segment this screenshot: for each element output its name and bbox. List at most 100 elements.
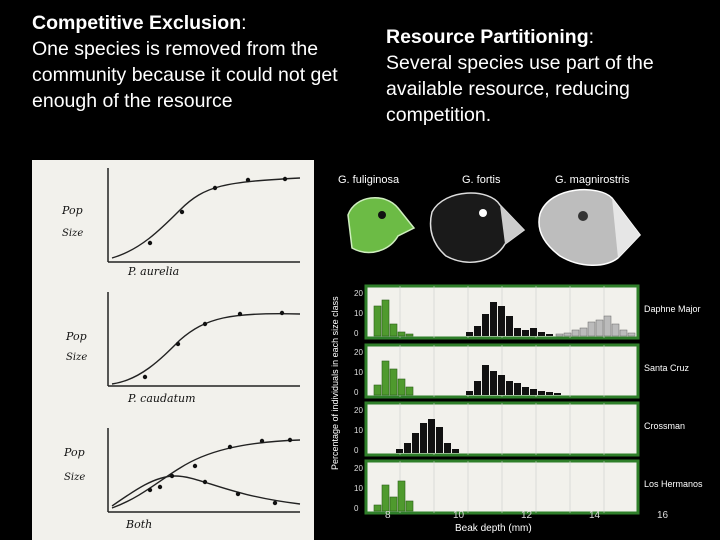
curve-marker	[227, 444, 233, 450]
hist-ytick: 20	[354, 348, 363, 357]
curve-marker	[202, 321, 208, 327]
resource-partitioning-title: Resource Partitioning	[386, 26, 589, 48]
curve-marker	[175, 341, 181, 347]
finch-label-1: G. fuliginosa	[338, 174, 400, 186]
histogram-panel: 20 10 0 Crossman	[354, 401, 685, 457]
hist-island-label: Santa Cruz	[644, 363, 690, 373]
hist-bar-grey	[555, 333, 564, 337]
hist-xtick: 12	[521, 510, 533, 521]
hist-island-label: Daphne Major	[644, 304, 701, 314]
histogram-panel: 20 10 0 Daphne Major	[354, 284, 701, 340]
hist-xtick: 10	[453, 510, 465, 521]
hist-bar-grey	[563, 332, 572, 337]
curve-marker	[235, 491, 241, 497]
hist-bar-black	[482, 314, 489, 336]
hist-bar-black	[428, 419, 435, 453]
hist-bar-black	[538, 391, 545, 395]
hist-xlabel: Beak depth (mm)	[455, 523, 532, 534]
panel1-ylabel-size: Size	[62, 228, 83, 239]
competitive-exclusion-colon: :	[241, 12, 247, 34]
curve-marker	[212, 185, 218, 191]
hist-bar-black	[474, 326, 481, 336]
curve-marker	[179, 209, 185, 215]
hist-bar-green	[373, 384, 382, 396]
graph-panel-both: Pop Size Both	[63, 428, 301, 531]
graph-panel-caudatum: Pop Size P. caudatum	[65, 292, 301, 405]
hist-bar-grey	[587, 321, 596, 337]
hist-bar-black	[514, 328, 521, 336]
hist-bar-grey	[619, 329, 628, 337]
hist-bar-green	[397, 480, 406, 512]
hist-bar-black	[506, 316, 513, 336]
hist-bar-black	[498, 306, 505, 336]
hist-bar-green	[373, 305, 382, 337]
hist-bar-black	[436, 427, 443, 453]
hist-ytick: 0	[354, 504, 359, 513]
panel3-caption: Both	[125, 518, 152, 531]
hist-bar-black	[554, 393, 561, 395]
histogram-panel: 20 10 0 Santa Cruz	[354, 343, 690, 399]
curve-marker	[157, 484, 163, 490]
resource-partitioning-body: Several species use part of the availabl…	[386, 52, 654, 126]
hist-bar-black	[490, 302, 497, 336]
finch-label-3: G. magnirostris	[555, 174, 630, 186]
curve-marker	[192, 463, 198, 469]
curve-marker	[147, 487, 153, 493]
hist-bar-grey	[627, 332, 636, 337]
hist-bar-black	[482, 365, 489, 395]
competitive-exclusion-text: Competitive Exclusion: One species is re…	[32, 10, 352, 114]
hist-bar-green	[397, 331, 406, 337]
finch-label-2: G. fortis	[462, 174, 501, 186]
hist-bar-black	[538, 332, 545, 336]
beak-depth-histograms: 20 10 0 Daphne Major 20 10 0 Santa Cruz 20 10 0 Cro…	[354, 284, 703, 521]
hist-bar-black	[412, 433, 419, 453]
finch-head-medium-black	[429, 192, 526, 263]
panel1-caption: P. aurelia	[127, 265, 179, 278]
panel2-ylabel-size: Size	[66, 352, 87, 363]
panel2-caption: P. caudatum	[127, 392, 196, 405]
hist-bar-grey	[595, 319, 604, 337]
panel1-ylabel-pop: Pop	[61, 204, 83, 217]
hist-bar-black	[546, 392, 553, 395]
hist-bar-black	[420, 423, 427, 453]
curve-marker	[169, 473, 175, 479]
hist-island-label: Los Hermanos	[644, 479, 703, 489]
hist-bar-black	[522, 330, 529, 336]
finch-head-small-green	[347, 197, 416, 254]
hist-bar-black	[452, 449, 459, 453]
competitive-exclusion-title: Competitive Exclusion	[32, 12, 242, 34]
hist-bar-black	[404, 443, 411, 453]
curve-marker	[142, 374, 148, 380]
hist-bar-green	[405, 500, 414, 512]
hist-bar-black	[514, 383, 521, 395]
hist-bar-green	[373, 504, 382, 512]
hist-xtick: 16	[657, 510, 669, 521]
hist-bar-grey	[571, 329, 580, 337]
hist-ytick: 0	[354, 446, 359, 455]
hist-bar-black	[396, 449, 403, 453]
hist-bar-black	[546, 334, 553, 336]
hist-island-label: Crossman	[644, 421, 685, 431]
hist-ytick: 20	[354, 406, 363, 415]
hist-ytick: 20	[354, 464, 363, 473]
hist-bar-green	[389, 323, 398, 337]
hist-bar-black	[506, 381, 513, 395]
finch-head-large-grey	[538, 188, 641, 266]
curve-marker	[282, 176, 288, 182]
hist-bar-green	[381, 484, 390, 512]
hist-bar-grey	[611, 323, 620, 337]
panel3-ylabel-size: Size	[64, 472, 85, 483]
competitive-exclusion-body: One species is removed from the communit…	[32, 38, 338, 112]
hist-bar-grey	[603, 315, 612, 337]
hist-bar-black	[490, 371, 497, 395]
hist-bar-green	[397, 378, 406, 396]
hist-bar-green	[405, 386, 414, 396]
hist-bar-black	[474, 381, 481, 395]
hist-xtick: 8	[385, 510, 391, 521]
curve-marker	[272, 500, 278, 506]
panel3-ylabel-pop: Pop	[63, 446, 85, 459]
hist-bar-black	[466, 391, 473, 395]
hist-bar-black	[530, 328, 537, 336]
hist-ytick: 10	[354, 426, 363, 435]
